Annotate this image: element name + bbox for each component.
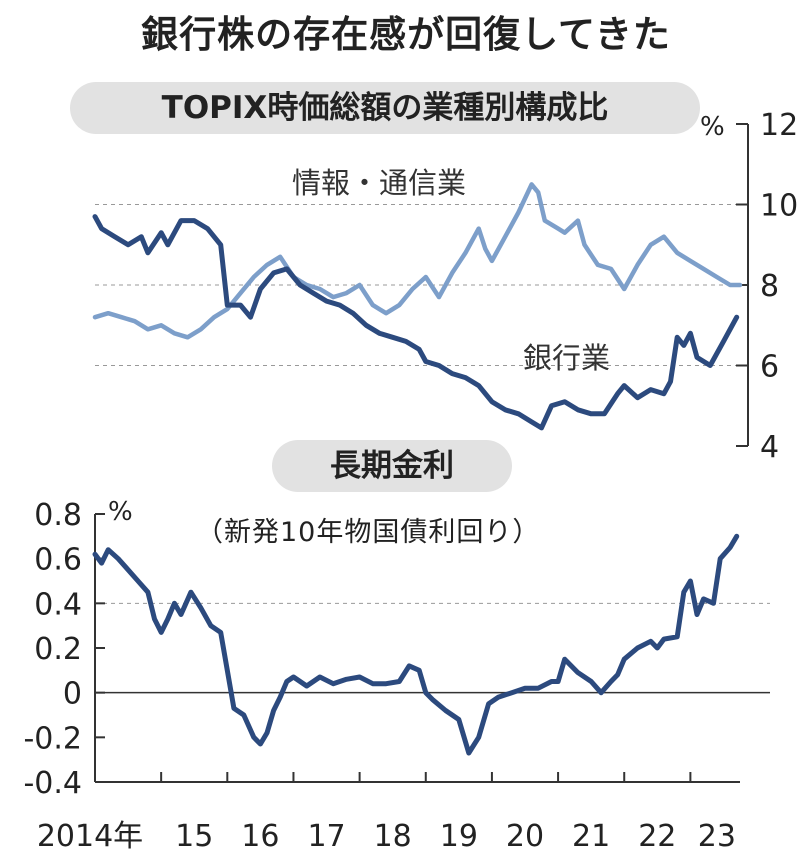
panel2-x-tick-label: 19 [440, 819, 478, 854]
panel2-x-tick-label: 20 [506, 819, 544, 854]
series-line-info-comm [92, 182, 743, 340]
panel1-tick-label: 4 [760, 430, 779, 465]
panel2-x-tick-label: 17 [307, 819, 345, 854]
panel2-x-tick-label: 2014年 [37, 819, 143, 854]
panel1-tick-label: 10 [760, 189, 798, 224]
panel2-tick-label: 0.6 [34, 543, 82, 578]
panel2-tick-label: 0 [63, 677, 82, 712]
panel2-x-tick-label: 18 [374, 819, 412, 854]
panel2-series [92, 533, 740, 756]
panel1-tick-label: 8 [760, 269, 779, 304]
panel2-subtitle: （新発10年物国債利回り） [196, 517, 541, 548]
series-label-info-comm: 情報・通信業 [292, 166, 467, 200]
panel2-x-tick-label: 21 [572, 819, 610, 854]
panel1-tick-label: 6 [760, 350, 779, 385]
panel2-tick-label: 0.8 [34, 498, 82, 533]
panel1-title: TOPIX時価総額の業種別構成比 [70, 82, 700, 134]
panel2-tick-label: -0.4 [23, 766, 82, 801]
panel1-tick-label: 12 [760, 108, 798, 143]
panel2-x-tick-label: 23 [698, 819, 736, 854]
panel1-y-axis: 12 10 8 6 4 [736, 108, 798, 465]
series-line-jgb-yield [92, 533, 740, 756]
panel2-x-tick-label: 15 [175, 819, 213, 854]
panel2-gridlines [95, 602, 770, 694]
panel2-tick-label: -0.2 [23, 721, 82, 756]
panel2-tick-label: 0.2 [34, 632, 82, 667]
panel2-axes: 0.8 0.6 0.4 0.2 0 -0.2 -0.4 2014年 15 16 17 18 19 20 21… [23, 498, 740, 854]
panel1-unit-label: % [700, 112, 725, 142]
chart-title: 銀行株の存在感が回復してきた [141, 13, 671, 56]
series-label-banks: 銀行業 [523, 341, 611, 375]
panel2-unit-label: % [108, 497, 133, 527]
panel2-title: 長期金利 [272, 440, 512, 492]
panel1-series [92, 182, 743, 431]
panel2-x-tick-label: 22 [638, 819, 676, 854]
panel2-tick-label: 0.4 [34, 587, 82, 622]
panel2-x-tick-label: 16 [241, 819, 279, 854]
series-line-banks [92, 214, 740, 431]
